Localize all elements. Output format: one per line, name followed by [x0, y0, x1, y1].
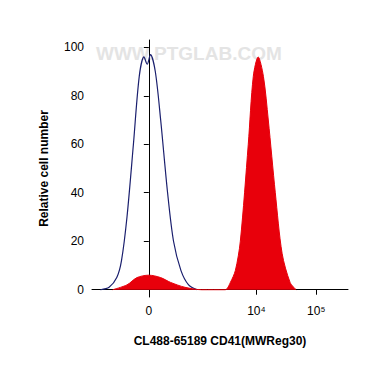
- svg-text:WWW.PTGLAB.COM: WWW.PTGLAB.COM: [96, 43, 282, 64]
- svg-text:10⁴: 10⁴: [247, 304, 266, 318]
- svg-text:80: 80: [71, 89, 85, 103]
- svg-text:0: 0: [145, 304, 152, 318]
- svg-text:10⁵: 10⁵: [307, 304, 325, 318]
- svg-text:100: 100: [64, 40, 84, 54]
- svg-text:Relative cell number: Relative cell number: [37, 110, 51, 227]
- svg-text:20: 20: [71, 234, 85, 248]
- svg-text:40: 40: [71, 186, 85, 200]
- svg-text:0: 0: [77, 283, 84, 297]
- svg-text:60: 60: [71, 137, 85, 151]
- svg-text:CL488-65189 CD41(MWReg30): CL488-65189 CD41(MWReg30): [134, 334, 307, 348]
